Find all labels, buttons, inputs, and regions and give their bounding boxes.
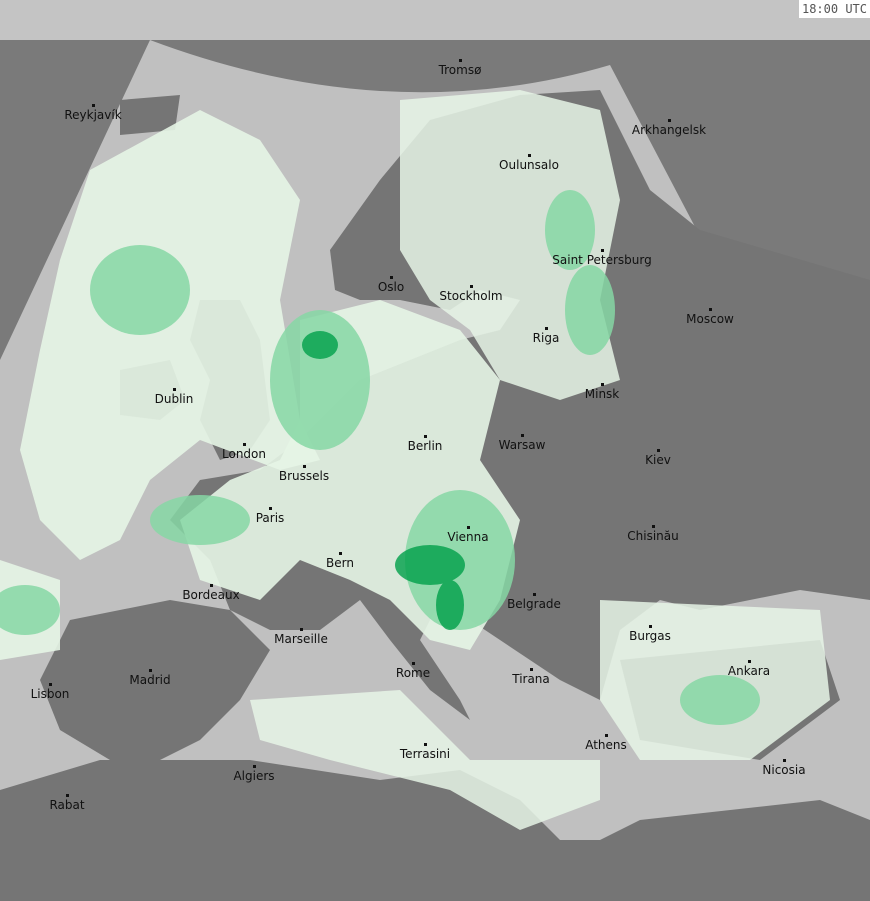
- city-label: Arkhangelsk: [631, 123, 707, 137]
- city-label: Bordeaux: [182, 588, 240, 602]
- city-label: Lisbon: [30, 687, 70, 701]
- city-marker: [530, 668, 533, 671]
- city-label: Riga: [532, 331, 560, 345]
- city-marker: [470, 285, 473, 288]
- city-marker: [601, 249, 604, 252]
- city-marker: [709, 308, 712, 311]
- city-marker: [783, 759, 786, 762]
- city-label: London: [222, 447, 266, 461]
- city-marker: [412, 662, 415, 665]
- city-marker: [253, 765, 256, 768]
- city-label: Moscow: [686, 312, 734, 326]
- city-label: Brussels: [278, 469, 330, 483]
- city-marker: [668, 119, 671, 122]
- city-label: Chisinău: [627, 529, 679, 543]
- precipitation-heavy: [302, 331, 465, 630]
- city-label: Dublin: [154, 392, 194, 406]
- city-marker: [533, 593, 536, 596]
- city-label: Ankara: [727, 664, 771, 678]
- city-label: Terrasini: [399, 747, 451, 761]
- city-label: Kiev: [645, 453, 671, 467]
- city-label: Oulunsalo: [499, 158, 559, 172]
- city-marker: [521, 434, 524, 437]
- city-marker: [269, 507, 272, 510]
- timestamp-label: 18:00 UTC: [798, 0, 870, 18]
- city-marker: [649, 625, 652, 628]
- city-label: Reykjavík: [64, 108, 122, 122]
- city-label: Warsaw: [498, 438, 546, 452]
- city-marker: [66, 794, 69, 797]
- city-marker: [528, 154, 531, 157]
- city-marker: [424, 435, 427, 438]
- city-marker: [459, 59, 462, 62]
- city-marker: [92, 104, 95, 107]
- city-label: Berlin: [407, 439, 443, 453]
- city-marker: [243, 443, 246, 446]
- city-label: Paris: [255, 511, 285, 525]
- city-label: Stockholm: [439, 289, 503, 303]
- city-label: Athens: [585, 738, 627, 752]
- top-band: [0, 0, 870, 40]
- city-label: Algiers: [233, 769, 275, 783]
- city-label: Rabat: [49, 798, 85, 812]
- city-label: Tirana: [512, 672, 550, 686]
- city-label: Vienna: [447, 530, 489, 544]
- city-label: Marseille: [274, 632, 328, 646]
- city-marker: [424, 743, 427, 746]
- city-marker: [303, 465, 306, 468]
- city-label: Belgrade: [507, 597, 561, 611]
- city-label: Tromsø: [438, 63, 482, 77]
- city-label: Madrid: [129, 673, 171, 687]
- city-marker: [339, 552, 342, 555]
- precipitation-light: [0, 190, 760, 725]
- city-label: Nicosia: [762, 763, 806, 777]
- city-label: Rome: [395, 666, 431, 680]
- city-label: Burgas: [629, 629, 671, 643]
- city-marker: [173, 388, 176, 391]
- city-marker: [467, 526, 470, 529]
- city-label: Minsk: [584, 387, 620, 401]
- city-marker: [601, 383, 604, 386]
- city-label: Saint Petersburg: [552, 253, 652, 267]
- city-marker: [545, 327, 548, 330]
- city-marker: [149, 669, 152, 672]
- city-marker: [748, 660, 751, 663]
- city-label: Bern: [326, 556, 354, 570]
- city-marker: [49, 683, 52, 686]
- city-label: Oslo: [377, 280, 405, 294]
- city-marker: [300, 628, 303, 631]
- city-marker: [657, 449, 660, 452]
- city-marker: [390, 276, 393, 279]
- city-marker: [605, 734, 608, 737]
- city-marker: [210, 584, 213, 587]
- city-marker: [652, 525, 655, 528]
